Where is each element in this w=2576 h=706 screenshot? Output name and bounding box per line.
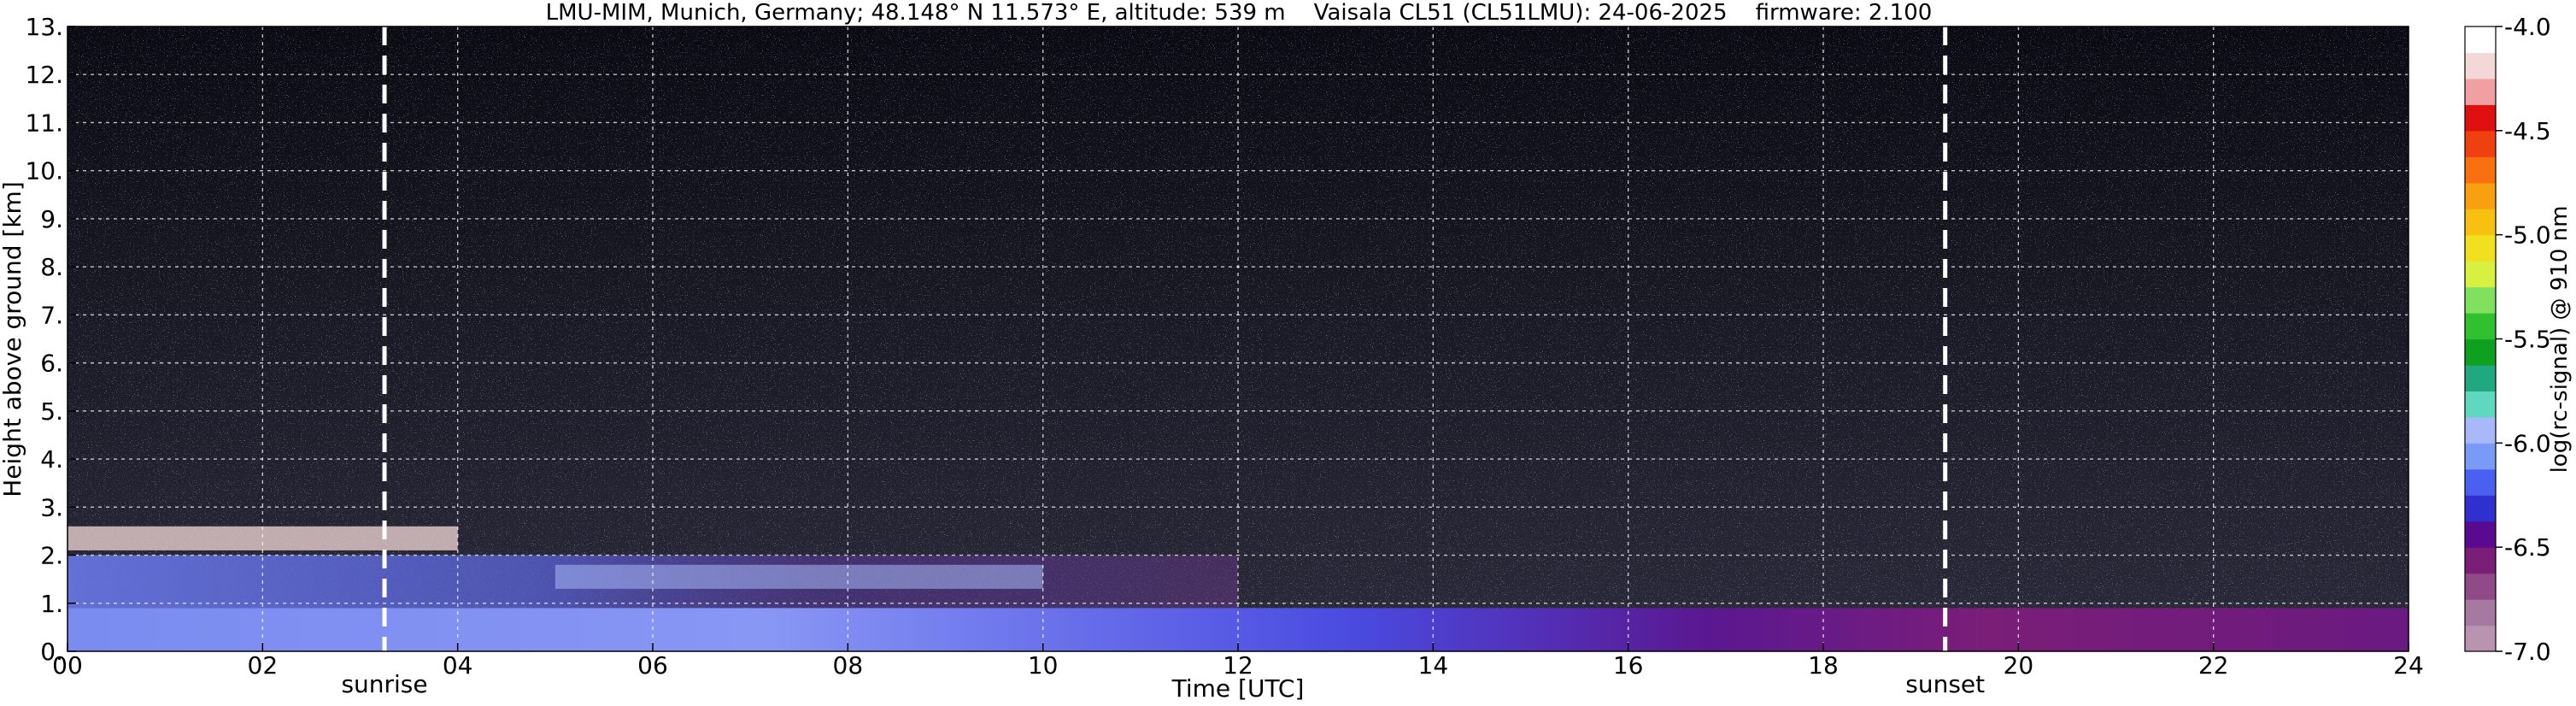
x-tick-label: 02 bbox=[248, 651, 279, 680]
colorbar-swatch bbox=[2465, 130, 2496, 157]
colorbar-swatch bbox=[2465, 625, 2496, 652]
plot-area: sunrise sunset bbox=[67, 26, 2409, 698]
y-tick-label: 11. bbox=[25, 109, 63, 137]
colorbar: -4.0 -4.5 -5.0 -5.5 -6.0 -6.5 -7.0 bbox=[2464, 13, 2551, 666]
y-tick-label: 8. bbox=[40, 253, 63, 281]
colorbar-swatch bbox=[2465, 573, 2496, 600]
grid bbox=[67, 26, 2409, 651]
colorbar-swatch bbox=[2465, 234, 2496, 262]
signal-layer bbox=[67, 526, 458, 550]
colorbar-swatch bbox=[2465, 156, 2496, 184]
signal-layer bbox=[555, 564, 1043, 589]
colorbar-tick-label: -4.5 bbox=[2504, 117, 2551, 145]
y-tick-label: 12. bbox=[25, 61, 63, 89]
y-tick-label: 1. bbox=[40, 590, 63, 618]
colorbar-swatch bbox=[2465, 547, 2496, 574]
x-axis-label: Time [UTC] bbox=[1171, 674, 1305, 703]
y-tick-label: 9. bbox=[40, 205, 63, 233]
x-tick-label: 04 bbox=[443, 651, 473, 680]
colorbar-swatch bbox=[2465, 443, 2496, 470]
y-tick-label: 4. bbox=[40, 445, 63, 474]
y-axis: 0. 1. 2. 3. 4. 5. 6. 7. 8. 9. 10. 11. 12. 13. bbox=[25, 13, 76, 666]
x-tick-label: 24 bbox=[2393, 651, 2424, 680]
x-tick-label: 12 bbox=[1223, 651, 1253, 680]
colorbar-swatch bbox=[2465, 261, 2496, 288]
y-tick-label: 10. bbox=[25, 157, 63, 185]
colorbar-tick-label: -5.5 bbox=[2504, 326, 2551, 354]
colorbar-swatch bbox=[2465, 26, 2496, 54]
chart-title: LMU-MIM, Munich, Germany; 48.148° N 11.5… bbox=[546, 0, 1933, 26]
x-tick-label: 00 bbox=[52, 651, 83, 680]
x-tick-label: 10 bbox=[1028, 651, 1059, 680]
x-tick-label: 18 bbox=[1808, 651, 1839, 680]
y-tick-label: 6. bbox=[40, 350, 63, 378]
noise-texture bbox=[67, 26, 2409, 651]
y-axis-label: Height above ground [km] bbox=[0, 181, 26, 497]
colorbar-swatch bbox=[2465, 286, 2496, 314]
colorbar-swatch bbox=[2465, 52, 2496, 79]
colorbar-swatch bbox=[2465, 364, 2496, 392]
y-tick-label: 0. bbox=[40, 638, 63, 666]
colorbar-tick-label: -5.0 bbox=[2504, 221, 2551, 250]
colorbar-swatch bbox=[2465, 338, 2496, 366]
y-tick-label: 3. bbox=[40, 493, 63, 521]
x-tick-label: 16 bbox=[1613, 651, 1644, 680]
annotation-label: sunset bbox=[1905, 670, 1985, 698]
colorbar-label: log(rc-signal) @ 910 nm bbox=[2547, 206, 2573, 474]
y-tick-label: 5. bbox=[40, 397, 63, 426]
y-tick-label: 13. bbox=[25, 13, 63, 41]
colorbar-swatch bbox=[2465, 468, 2496, 496]
colorbar-tick-label: -7.0 bbox=[2504, 638, 2551, 666]
colorbar-swatch bbox=[2465, 391, 2496, 418]
x-tick-label: 22 bbox=[2198, 651, 2229, 680]
colorbar-swatch bbox=[2465, 182, 2496, 209]
colorbar-tick-label: -6.5 bbox=[2504, 533, 2551, 562]
colorbar-swatch bbox=[2465, 104, 2496, 132]
colorbar-swatch bbox=[2465, 521, 2496, 548]
colorbar-swatch bbox=[2465, 313, 2496, 340]
colorbar-swatch bbox=[2465, 416, 2496, 444]
colorbar-swatch bbox=[2465, 495, 2496, 522]
colorbar-tick-label: -4.0 bbox=[2504, 13, 2551, 41]
colorbar-swatch bbox=[2465, 209, 2496, 236]
x-tick-label: 20 bbox=[2004, 651, 2034, 680]
colorbar-swatch bbox=[2465, 599, 2496, 627]
colorbar-tick-label: -6.0 bbox=[2504, 429, 2551, 457]
colorbar-swatch bbox=[2465, 78, 2496, 105]
annotation-label: sunrise bbox=[341, 670, 427, 698]
x-tick-label: 14 bbox=[1418, 651, 1449, 680]
y-tick-label: 7. bbox=[40, 301, 63, 329]
annotations: sunrise sunset bbox=[341, 26, 1985, 698]
x-axis: 00 02 04 06 08 10 12 14 16 18 20 22 24 bbox=[52, 643, 2424, 680]
x-tick-label: 08 bbox=[833, 651, 864, 680]
y-tick-label: 2. bbox=[40, 542, 63, 570]
x-tick-label: 06 bbox=[637, 651, 668, 680]
